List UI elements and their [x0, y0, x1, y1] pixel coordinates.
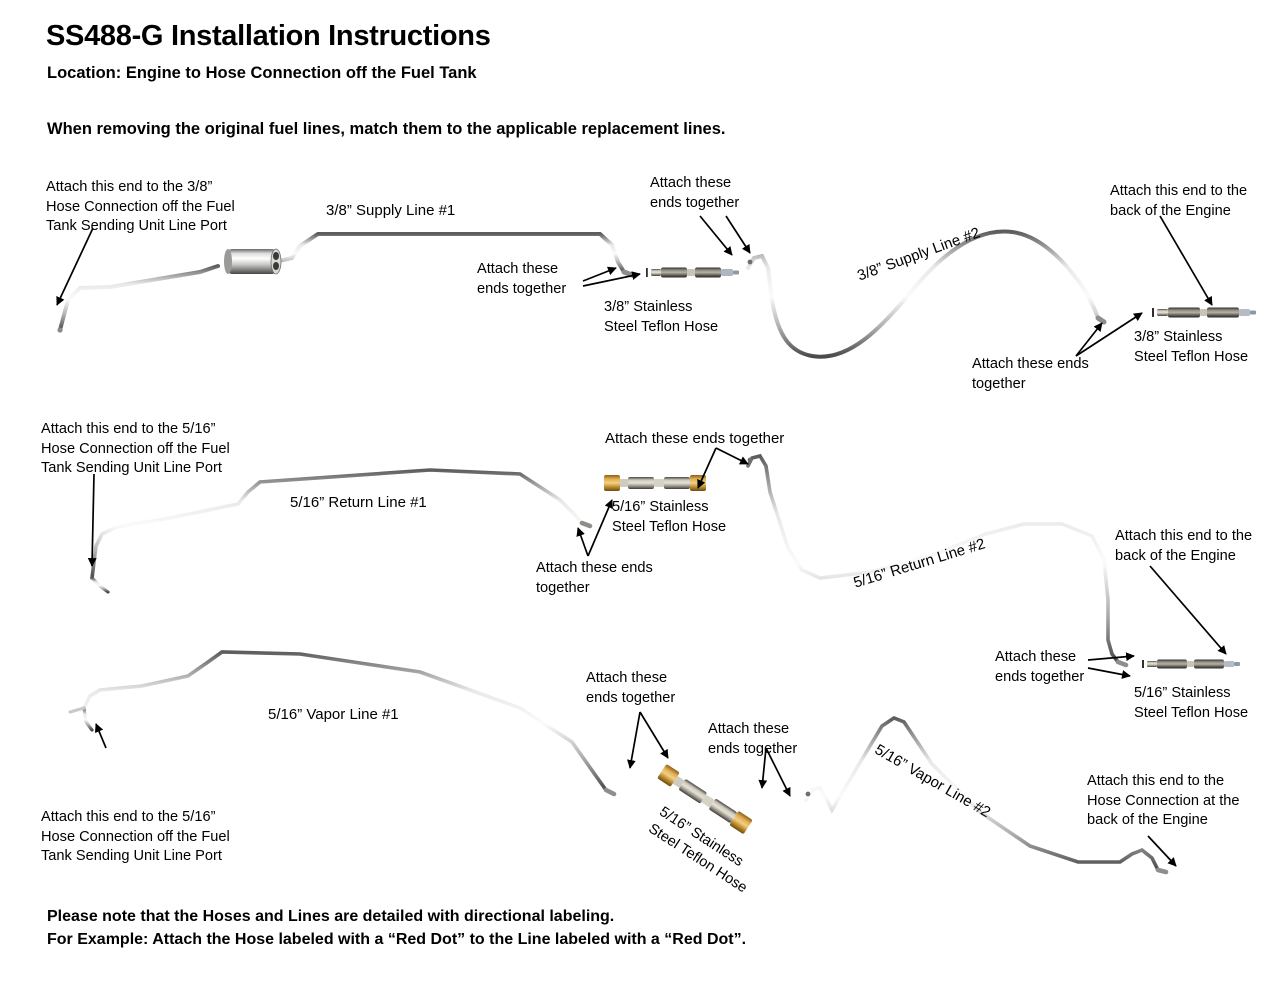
fuel-filter-canister	[224, 248, 282, 275]
row3-line2-label: 5/16” Vapor Line #2	[871, 741, 994, 822]
row1-mid-left-annotation: Attach these ends together	[477, 261, 567, 297]
row1-line2-label: 3/8” Supply Line #2	[855, 224, 983, 285]
row2-right-pair-annotation: Attach these ends together	[995, 649, 1085, 685]
row1-hose-left-label: 3/8” Stainless Steel Teflon Hose	[604, 299, 719, 335]
row1-left-annotation: Attach this end to the 3/8” Hose Connect…	[46, 179, 235, 234]
row1-line1-label: 3/8” Supply Line #1	[326, 202, 456, 219]
hose-38-left-graphic	[646, 267, 739, 278]
row3-right-end-annotation: Attach this end to the Hose Connection a…	[1087, 773, 1240, 828]
row2-line2-label: 5/16” Return Line #2	[851, 535, 988, 592]
row2-mid-right-annotation: Attach these ends together	[605, 430, 785, 447]
row2-arrows	[87, 447, 1227, 679]
row3-hose-label: 5/16” Stainless Steel Teflon Hose	[645, 803, 751, 896]
instruction-lede: When removing the original fuel lines, m…	[47, 120, 726, 138]
hose-516-right-graphic	[1142, 659, 1240, 669]
hose-38-right-graphic	[1152, 307, 1256, 318]
row3-line1-label: 5/16” Vapor Line #1	[268, 706, 399, 723]
row2-mid-left-annotation: Attach these ends together	[536, 560, 653, 596]
footnote-line-2: For Example: Attach the Hose labeled wit…	[47, 931, 747, 948]
row2-left-annotation: Attach this end to the 5/16” Hose Connec…	[41, 421, 230, 476]
row2-right-end-annotation: Attach this end to the back of the Engin…	[1115, 528, 1253, 564]
row3-mid-left-annotation: Attach these ends together	[586, 670, 676, 706]
row2-hose-right-label: 5/16” Stainless Steel Teflon Hose	[1134, 685, 1249, 721]
row1-right-end-annotation: Attach this end to the back of the Engin…	[1110, 183, 1248, 219]
vapor-line-1-graphic	[68, 650, 617, 797]
row1-mid-right-annotation: Attach these ends together	[650, 175, 740, 211]
row3-mid-right-annotation: Attach these ends together	[708, 721, 798, 757]
row3-left-annotation: Attach this end to the 5/16” Hose Connec…	[41, 809, 230, 864]
footnote-line-1: Please note that the Hoses and Lines are…	[47, 908, 615, 925]
return-line-1-graphic	[90, 468, 593, 594]
row2-line1-label: 5/16” Return Line #1	[290, 494, 427, 511]
page-title: SS488-G Installation Instructions	[46, 20, 491, 52]
row3-arrows	[94, 711, 1177, 867]
page-subtitle: Location: Engine to Hose Connection off …	[47, 64, 477, 82]
row2-hose-left-label: 5/16” Stainless Steel Teflon Hose	[612, 499, 727, 535]
hose-516-left-graphic	[604, 475, 706, 491]
row1-right-pair-annotation: Attach these ends together	[972, 356, 1089, 392]
row1-hose-right-label: 3/8” Stainless Steel Teflon Hose	[1134, 329, 1249, 365]
